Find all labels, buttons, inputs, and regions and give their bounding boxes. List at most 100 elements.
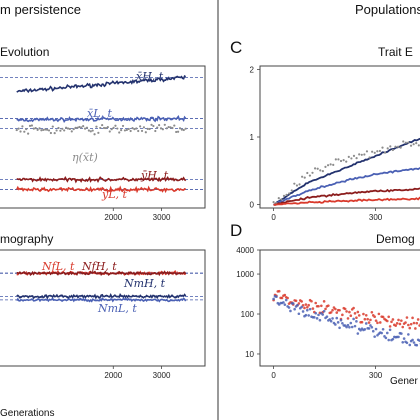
evo-point-2-53 xyxy=(116,127,119,130)
trait-point-2-56 xyxy=(417,144,420,147)
trait-point-2-3 xyxy=(280,198,283,201)
trait-point-2-48 xyxy=(396,145,400,148)
evolution-panel-title: Evolution xyxy=(0,45,49,59)
evo-series-3 xyxy=(16,175,187,184)
trait-point-2-20 xyxy=(324,165,327,168)
trait-point-2-38 xyxy=(371,150,374,153)
demr-point-0-58 xyxy=(353,312,357,315)
evo-point-2-63 xyxy=(135,127,138,130)
demr-point-1-46 xyxy=(336,321,340,324)
evo-point-2-16 xyxy=(45,128,49,131)
evo-point-2-1 xyxy=(17,127,20,130)
trait-y-tick-label-2: 2 xyxy=(250,65,255,74)
trait-point-2-17 xyxy=(316,167,319,170)
evo-point-2-81 xyxy=(169,126,172,129)
demr-point-1-89 xyxy=(397,335,400,339)
evo-point-2-55 xyxy=(120,129,123,132)
demr-point-1-42 xyxy=(331,317,334,320)
demr-point-1-14 xyxy=(291,302,295,305)
evo-point-2-18 xyxy=(49,131,52,135)
trait-point-2-10 xyxy=(298,183,301,186)
label-n-male-high: NmH, t xyxy=(123,277,166,290)
evo-point-2-9 xyxy=(32,127,35,130)
demr-point-1-93 xyxy=(402,337,406,340)
evo-point-2-77 xyxy=(161,128,165,131)
demr-point-0-81 xyxy=(385,319,389,323)
demr-point-0-90 xyxy=(398,322,402,326)
evo-point-2-43 xyxy=(97,131,100,134)
trait-point-2-5 xyxy=(285,193,288,196)
demr-point-0-57 xyxy=(352,306,355,310)
evo-point-2-57 xyxy=(123,129,127,132)
panel-label-c: C xyxy=(230,38,242,57)
evo-point-2-19 xyxy=(51,125,54,128)
demr-point-1-65 xyxy=(363,328,367,331)
evo-series-4 xyxy=(15,185,186,194)
trait-point-2-50 xyxy=(402,140,405,143)
demr-point-1-41 xyxy=(329,319,333,323)
trait-point-2-13 xyxy=(306,171,309,175)
demr-point-0-72 xyxy=(373,315,376,319)
evo-point-2-56 xyxy=(121,124,125,128)
demr-point-1-18 xyxy=(297,312,301,316)
trait-point-2-19 xyxy=(321,170,324,173)
trait-point-2-0 xyxy=(272,200,275,204)
demr-point-0-61 xyxy=(357,314,361,317)
trait-point-2-36 xyxy=(365,150,369,153)
trait-point-2-25 xyxy=(337,158,340,161)
demr-point-0-41 xyxy=(329,311,333,314)
demr-point-0-59 xyxy=(355,316,358,320)
demr-point-1-26 xyxy=(308,307,312,311)
evo-series-0 xyxy=(16,74,187,94)
evo-point-2-26 xyxy=(64,126,68,129)
demr-point-1-47 xyxy=(338,326,341,330)
right-section-header: Populations xyxy=(355,2,420,17)
demr-point-0-47 xyxy=(338,308,341,312)
demr-point-0-53 xyxy=(346,317,350,320)
demr-point-0-27 xyxy=(310,299,313,303)
evo-point-2-69 xyxy=(146,127,149,130)
demr-point-1-81 xyxy=(385,331,389,335)
demr-point-0-89 xyxy=(397,318,400,322)
trait-point-2-33 xyxy=(358,153,361,156)
demr-point-1-30 xyxy=(314,311,318,315)
evo-point-2-31 xyxy=(74,126,77,129)
demr-point-0-98 xyxy=(409,322,413,326)
evo-point-2-64 xyxy=(137,129,140,133)
evo-point-2-76 xyxy=(159,127,163,130)
demography-panel-title: mography xyxy=(0,232,53,246)
demr-y-tick-label-1: 100 xyxy=(241,310,255,319)
demr-point-0-82 xyxy=(387,315,391,319)
left-section-header: m persistence xyxy=(0,2,81,17)
label-n-female-high: NfH, t xyxy=(81,260,117,273)
demr-point-1-11 xyxy=(287,306,291,309)
demr-point-1-85 xyxy=(391,337,395,341)
demr-point-1-80 xyxy=(384,336,388,340)
demr-point-0-39 xyxy=(327,304,330,307)
trait-point-2-9 xyxy=(295,184,299,187)
evo-point-2-67 xyxy=(142,126,146,129)
demr-point-0-49 xyxy=(341,313,344,317)
evo-point-2-44 xyxy=(99,126,102,130)
evo-point-2-12 xyxy=(38,127,41,130)
demr-point-0-10 xyxy=(286,296,289,300)
trait-point-2-4 xyxy=(282,194,286,197)
evo-point-2-21 xyxy=(55,129,58,132)
evo-x-tick-label-1: 3000 xyxy=(153,213,171,222)
demr-x-tick-label-0: 0 xyxy=(271,371,276,380)
evo-point-2-41 xyxy=(93,133,96,136)
demr-point-0-99 xyxy=(411,316,414,320)
demr-point-1-0 xyxy=(272,297,275,301)
demr-point-0-18 xyxy=(297,302,301,305)
evo-point-2-34 xyxy=(80,126,83,129)
demr-point-0-91 xyxy=(400,319,403,322)
demr-point-1-57 xyxy=(352,317,355,321)
trait-point-2-53 xyxy=(409,144,413,147)
demr-point-1-58 xyxy=(353,324,357,328)
demr-point-1-38 xyxy=(325,315,329,318)
demr-point-1-73 xyxy=(374,327,378,331)
demr-point-0-96 xyxy=(407,323,410,327)
evo-point-2-73 xyxy=(154,129,157,133)
demr-point-1-7 xyxy=(282,301,285,304)
